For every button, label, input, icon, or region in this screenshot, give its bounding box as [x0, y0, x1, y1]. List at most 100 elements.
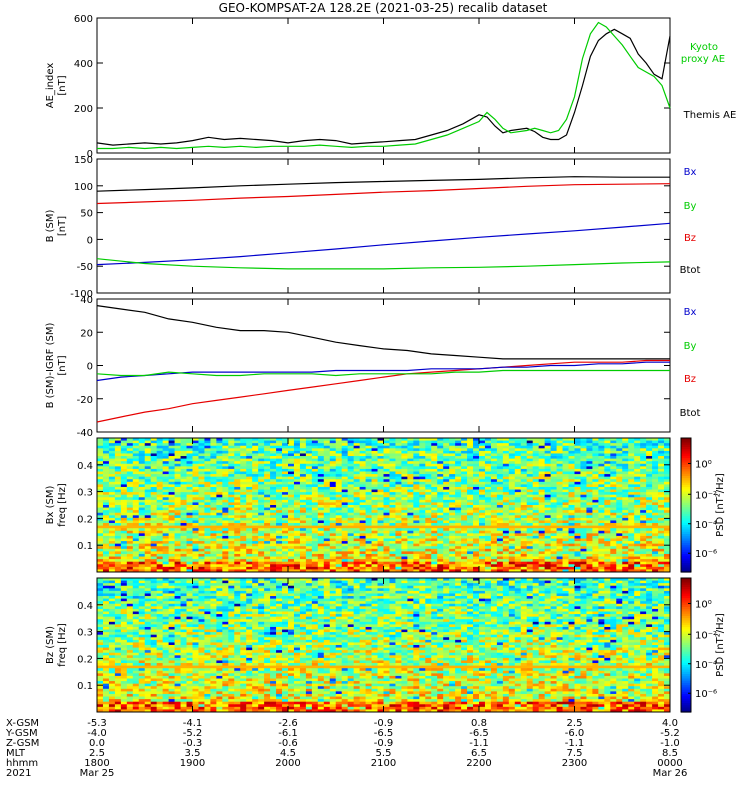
- x-tick-label: 6.5: [471, 748, 487, 759]
- colorbar-tick-label: 10⁻²: [695, 490, 717, 501]
- panel-1-frame: [96, 158, 671, 294]
- x-row-label: hhmm: [6, 758, 38, 769]
- y-tick-label: 0.4: [77, 461, 93, 472]
- x-tick-label: -4.0: [87, 728, 107, 739]
- x-tick-label: 2100: [371, 758, 396, 769]
- x-tick-label: 1900: [180, 758, 205, 769]
- x-tick-label: Mar 26: [653, 768, 688, 779]
- x-tick-label: 2300: [562, 758, 587, 769]
- colorbar-tick-label: 10⁻⁶: [695, 549, 717, 560]
- x-tick-label: 0.0: [89, 738, 105, 749]
- x-tick-label: 5.5: [376, 748, 392, 759]
- panel-2: -40 -20 0 20 40 B (SM)-IGRF (SM) [nT] Bx By Bz Bto…: [45, 295, 700, 439]
- y-tick-label: 0.1: [77, 541, 93, 552]
- legend-label-by: By: [684, 341, 697, 352]
- x-tick-label: -0.6: [278, 738, 298, 749]
- panel-4: 0.1 0.2 0.3 0.4 Bz (SM) freq [Hz] 10⁰10⁻²10⁻⁴1…: [45, 577, 726, 713]
- x-tick-label: -1.1: [469, 738, 489, 749]
- x-tick-label: -6.5: [469, 728, 489, 739]
- x-tick-label: -0.9: [374, 738, 394, 749]
- y-tick-label: -100: [70, 289, 93, 300]
- x-tick-label: 8.5: [662, 748, 678, 759]
- colorbar-label: PSD [nT²/Hz]: [715, 473, 726, 537]
- series-line-by: [96, 258, 671, 270]
- x-tick-label: 1800: [84, 758, 109, 769]
- y-tick-label: 0.2: [77, 654, 93, 665]
- y-tick-label: 0.4: [77, 601, 93, 612]
- x-tick-label: 2200: [466, 758, 491, 769]
- y-axis-label: B (SM): [45, 209, 56, 242]
- series-line-themis-ae: [96, 28, 671, 146]
- series-line-bx: [96, 361, 670, 382]
- series-line-bz: [96, 359, 670, 423]
- x-row-label: 2021: [6, 768, 31, 779]
- x-tick-label: -1.1: [565, 738, 585, 749]
- x-tick-label: -5.2: [183, 728, 203, 739]
- legend-label-bz: Bz: [684, 374, 696, 385]
- x-tick-label: 2.5: [567, 718, 583, 729]
- y-tick-label: 100: [74, 182, 93, 193]
- y-tick-label: 200: [74, 104, 93, 115]
- y-tick-label: -40: [77, 428, 93, 439]
- colorbar-tick-label: 10⁻⁴: [695, 520, 717, 531]
- y-tick-label: -20: [77, 395, 93, 406]
- panel-0-frame: [96, 17, 671, 154]
- series-line-bx: [96, 222, 671, 266]
- y-tick-label: 0.3: [77, 628, 93, 639]
- spectrogram-cells: [97, 578, 671, 713]
- x-tick-label: -0.9: [374, 718, 394, 729]
- y-tick-label: 0: [87, 235, 93, 246]
- x-tick-label: 4.0: [662, 718, 678, 729]
- y-tick-label: 40: [80, 295, 93, 306]
- y-axis-unit: freq [Hz]: [57, 623, 68, 667]
- legend-label: Themis AE: [683, 110, 737, 121]
- x-tick-label: -6.0: [565, 728, 585, 739]
- series-line-btot: [96, 305, 670, 360]
- legend-label-btot: Btot: [680, 408, 701, 419]
- y-axis-label: Bz (SM): [45, 626, 56, 664]
- x-tick-label: 7.5: [567, 748, 583, 759]
- x-tick-label: 2.5: [89, 748, 105, 759]
- series-line-by: [96, 369, 670, 377]
- x-tick-label: -6.1: [278, 728, 298, 739]
- legend-label-by: By: [684, 201, 697, 212]
- colorbar: 10⁰ 10⁻² 10⁻⁴ 10⁻⁶ PSD [nT²/Hz]: [680, 437, 726, 573]
- x-axis-table: X-GSMY-GSMZ-GSMMLThhmm2021-5.3-4.00.02.5…: [5, 718, 687, 779]
- series-line-btot: [96, 176, 670, 192]
- y-axis-unit: [nT]: [57, 216, 68, 236]
- y-tick-label: 0: [87, 362, 93, 373]
- series-line-kyoto-proxy-ae: [97, 21, 671, 150]
- x-tick-label: 3.5: [185, 748, 201, 759]
- x-tick-label: -4.1: [183, 718, 203, 729]
- y-tick-label: -50: [77, 262, 93, 273]
- panel-1: -100 -50 0 50 100 150 B (SM) [nT] Bx By Bz Btot: [45, 155, 700, 300]
- panel-3: 0.10.20.30.4Bx (SM) freq [Hz]10⁰10⁻²10⁻⁴1…: [45, 437, 726, 573]
- y-axis-unit: freq [Hz]: [57, 483, 68, 527]
- x-tick-label: -6.5: [374, 728, 394, 739]
- legend-label-btot: Btot: [680, 265, 701, 276]
- colorbar-tick-label: 10⁰: [695, 599, 712, 610]
- y-tick-label: 50: [80, 209, 93, 220]
- y-axis-unit: [nT]: [57, 355, 68, 375]
- x-tick-label: -2.6: [278, 718, 298, 729]
- x-tick-label: 0000: [657, 758, 682, 769]
- chart-title: GEO-KOMPSAT-2A 128.2E (2021-03-25) recal…: [219, 1, 548, 15]
- colorbar: 10⁰ 10⁻² 10⁻⁴ 10⁻⁶ PSD [nT²/Hz]: [680, 577, 726, 713]
- x-tick-label: 4.5: [280, 748, 296, 759]
- y-axis-label: AE_index: [45, 63, 56, 109]
- y-tick-label: 0.2: [77, 514, 93, 525]
- y-tick-label: 600: [74, 14, 93, 25]
- x-row-label: Y-GSM: [5, 728, 38, 739]
- y-tick-label: 0.3: [77, 488, 93, 499]
- x-tick-label: -5.2: [660, 728, 680, 739]
- x-tick-label: Mar 25: [80, 768, 115, 779]
- x-tick-label: -0.3: [183, 738, 203, 749]
- x-tick-label: -1.0: [660, 738, 680, 749]
- y-tick-label: 0: [87, 149, 93, 160]
- legend-label: Kyoto: [690, 42, 718, 53]
- colorbar-tick-label: 10⁻⁶: [695, 689, 717, 700]
- y-tick-label: 0.1: [77, 681, 93, 692]
- y-tick-label: 150: [74, 155, 93, 166]
